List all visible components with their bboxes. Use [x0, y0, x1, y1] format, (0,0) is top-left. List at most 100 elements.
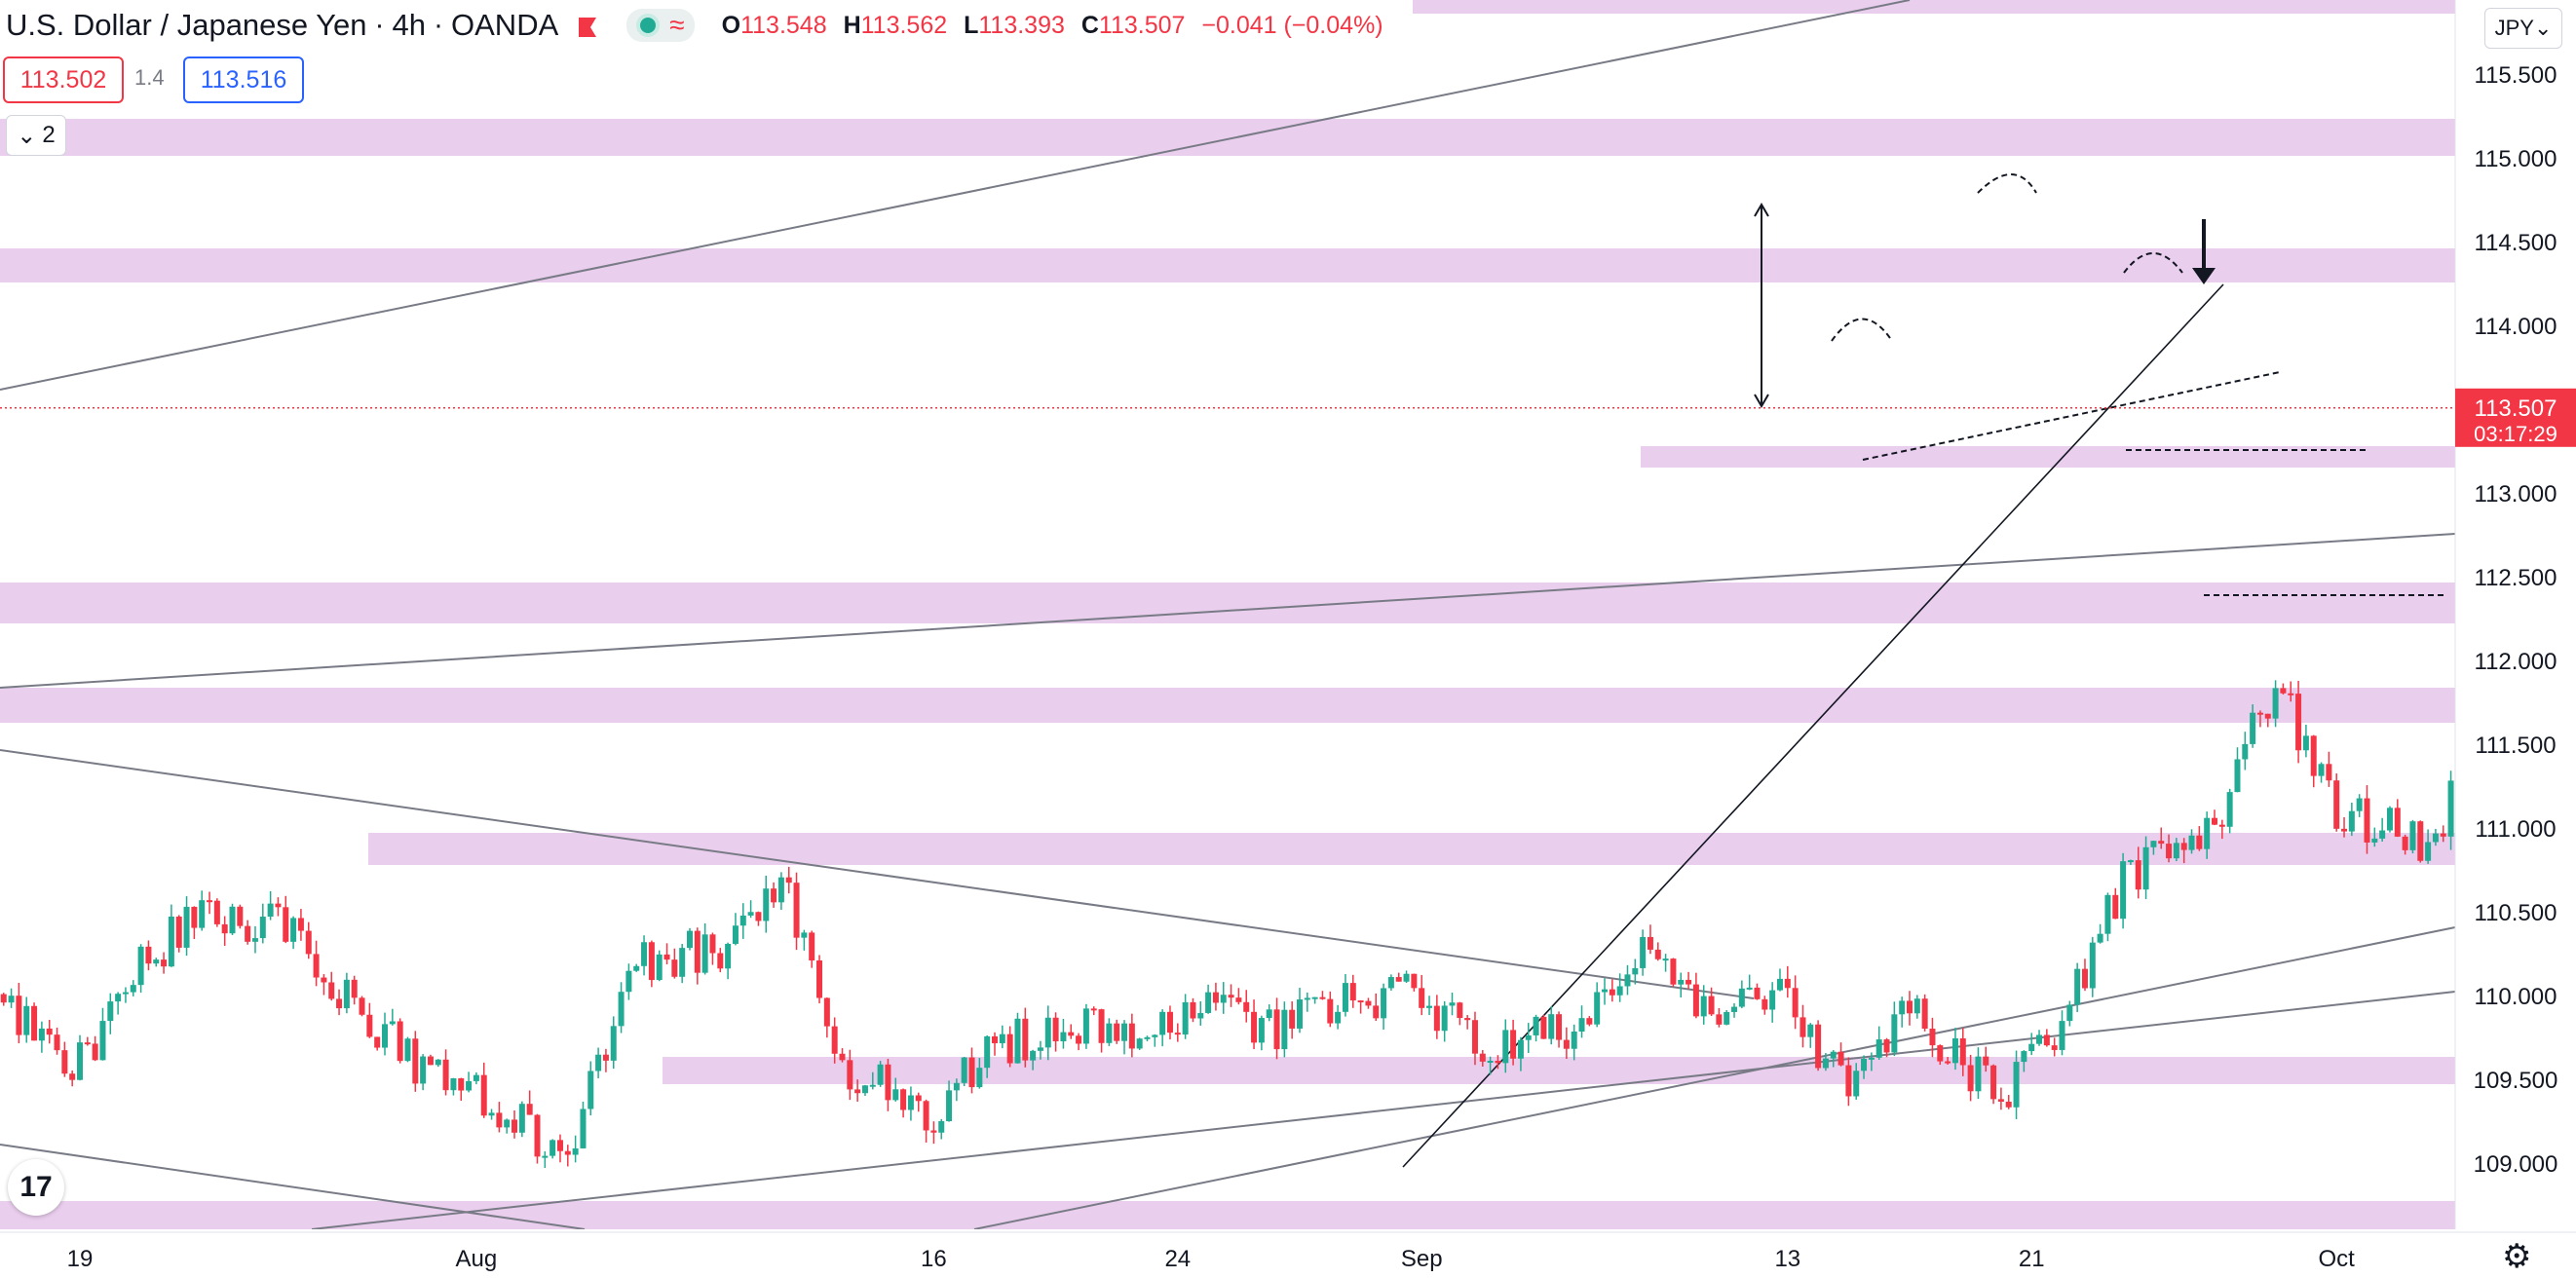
- candle-body: [1471, 1020, 1478, 1054]
- candle-body: [679, 948, 686, 977]
- candle-body: [1563, 1039, 1570, 1049]
- candle-body: [809, 932, 815, 960]
- candle-body: [1136, 1038, 1143, 1049]
- candle-body: [2402, 836, 2408, 850]
- candle-body: [46, 1028, 53, 1035]
- candle-body: [823, 997, 830, 1027]
- candle-body: [466, 1080, 473, 1091]
- candle-body: [1959, 1037, 1966, 1066]
- candle-body: [1997, 1099, 2004, 1103]
- time-axis: 19Aug1624Sep1321Oct1119Nov: [0, 1229, 2576, 1278]
- candle-body: [1724, 1011, 1730, 1025]
- candle-body: [1289, 1009, 1296, 1029]
- candle-body: [1594, 992, 1601, 1025]
- candle-body: [343, 979, 350, 1009]
- tradingview-logo-icon[interactable]: 17: [8, 1159, 64, 1216]
- candle-body: [404, 1038, 411, 1062]
- candle-body: [175, 916, 182, 948]
- candle-body: [1030, 1050, 1037, 1061]
- candle-body: [1106, 1023, 1113, 1043]
- time-tick-label: Aug: [456, 1246, 498, 1272]
- candle-body: [213, 900, 220, 924]
- candle-body: [771, 888, 777, 903]
- candle-body: [2295, 694, 2302, 751]
- candle-body: [763, 888, 770, 921]
- candle-body: [1373, 1005, 1380, 1019]
- flag-icon[interactable]: [576, 14, 599, 37]
- candle-body: [1815, 1024, 1822, 1069]
- candle-body: [2280, 688, 2287, 694]
- candle-body: [77, 1042, 83, 1080]
- candle-body: [23, 1005, 30, 1035]
- price-tick-label: 112.500: [2475, 565, 2557, 591]
- candle-body: [1174, 1033, 1181, 1035]
- candle-body: [2333, 780, 2340, 829]
- candle-body: [1022, 1018, 1029, 1061]
- candle-body: [1586, 1018, 1593, 1025]
- candle-body: [1624, 974, 1631, 987]
- time-tick-label: 21: [2019, 1246, 2045, 1272]
- candle-body: [793, 883, 800, 938]
- candle-body: [648, 942, 655, 981]
- candle-body: [2120, 861, 2127, 920]
- candle-body: [892, 1089, 899, 1101]
- candle-body: [1387, 977, 1394, 989]
- uptrend-line: [1402, 283, 2224, 1168]
- indicators-toggle-button[interactable]: ⌄ 2: [6, 115, 66, 156]
- candle-body: [1951, 1037, 1958, 1064]
- candle-body: [839, 1053, 846, 1061]
- candle-body: [1746, 987, 1753, 990]
- candle-body: [564, 1150, 571, 1155]
- zone-band: [0, 688, 2455, 723]
- candle-body: [267, 903, 274, 918]
- candle-body: [2066, 1004, 2073, 1022]
- time-tick-label: 19: [67, 1246, 94, 1272]
- candle-body: [1792, 988, 1799, 1018]
- candle-body: [915, 1095, 922, 1102]
- candle-body: [2364, 798, 2370, 843]
- candle-body: [572, 1147, 579, 1155]
- symbol-name: U.S. Dollar / Japanese Yen: [6, 8, 367, 42]
- candle-body: [2204, 817, 2211, 849]
- candle-body: [1731, 1006, 1738, 1012]
- price-tick-label: 112.000: [2475, 649, 2557, 675]
- candle-body: [38, 1028, 45, 1041]
- candle-body: [2356, 798, 2363, 811]
- candle-body: [61, 1050, 68, 1074]
- market-status[interactable]: ≈: [626, 9, 695, 42]
- candle-body: [122, 992, 129, 995]
- candle-body: [526, 1104, 533, 1115]
- candle-body: [504, 1119, 511, 1128]
- candle-body: [1678, 979, 1685, 985]
- candle-body: [458, 1077, 465, 1091]
- currency-selector[interactable]: JPY ⌄: [2484, 8, 2562, 49]
- candle-body: [305, 930, 312, 955]
- candle-body: [1769, 990, 1776, 1010]
- candle-body: [359, 997, 365, 1015]
- interval[interactable]: 4h: [392, 8, 427, 42]
- candle-body: [351, 979, 358, 998]
- candle-body: [1967, 1065, 1974, 1092]
- measure-arrow-heads: [1754, 203, 1769, 408]
- candle-body: [694, 930, 701, 973]
- candle-body: [16, 996, 22, 1035]
- candle-body: [1937, 1045, 1944, 1062]
- sell-button[interactable]: 113.502: [3, 56, 124, 103]
- head-shoulders-arc: [1977, 173, 2037, 194]
- candle-body: [2348, 810, 2355, 832]
- candle-body: [1533, 1016, 1539, 1035]
- candle-body: [1990, 1065, 1997, 1100]
- candle-body: [1616, 986, 1623, 996]
- price-tick-label: 113.000: [2475, 481, 2557, 507]
- candle-body: [610, 1026, 617, 1061]
- candle-body: [1152, 1034, 1158, 1037]
- candle-body: [1457, 1002, 1463, 1019]
- candle-body: [1921, 998, 1928, 1030]
- candle-body: [854, 1089, 861, 1094]
- buy-button[interactable]: 113.516: [183, 56, 304, 103]
- candle-body: [976, 1068, 983, 1088]
- candle-body: [2104, 894, 2111, 934]
- gear-icon[interactable]: ⚙: [2502, 1238, 2532, 1275]
- price-tick-label: 109.500: [2474, 1068, 2558, 1094]
